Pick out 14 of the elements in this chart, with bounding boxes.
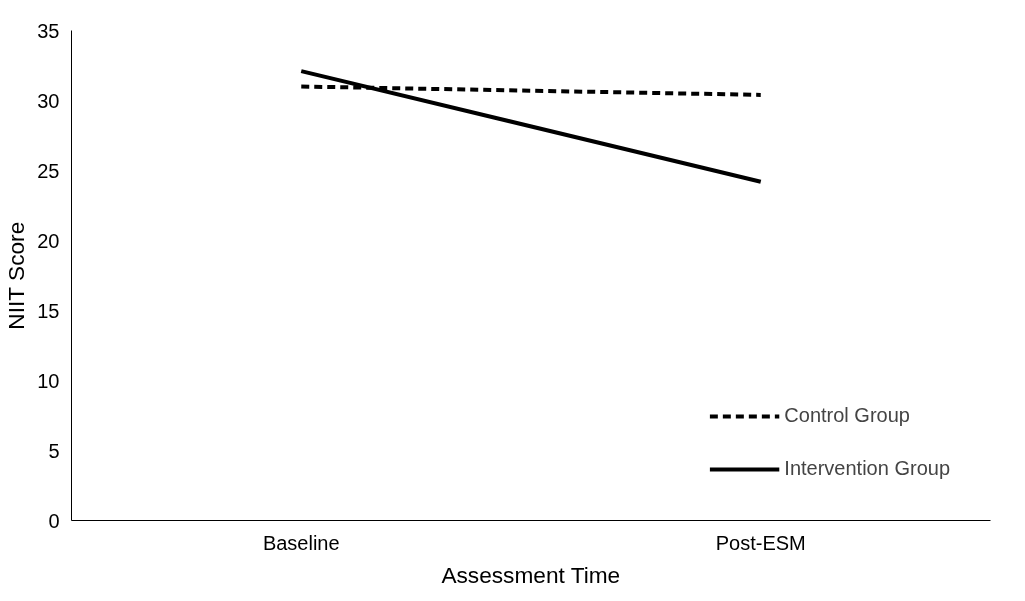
y-tick-label: 5 (48, 439, 60, 462)
y-tick-label: 0 (48, 509, 60, 532)
y-tick-label: 35 (37, 19, 60, 42)
legend-label: Intervention Group (784, 457, 950, 480)
y-tick-label: 25 (37, 159, 60, 182)
legend-label: Control Group (784, 404, 910, 427)
x-tick-label: Baseline (262, 531, 340, 554)
y-tick-label: 20 (37, 229, 60, 252)
x-axis-title: Assessment Time (441, 561, 621, 588)
y-tick-label: 10 (37, 369, 60, 392)
y-tick-label: 30 (37, 89, 60, 112)
x-tick-label: Post-ESM (715, 531, 806, 554)
y-tick-label: 15 (37, 299, 60, 322)
y-axis-title: NIIT Score (3, 221, 30, 330)
